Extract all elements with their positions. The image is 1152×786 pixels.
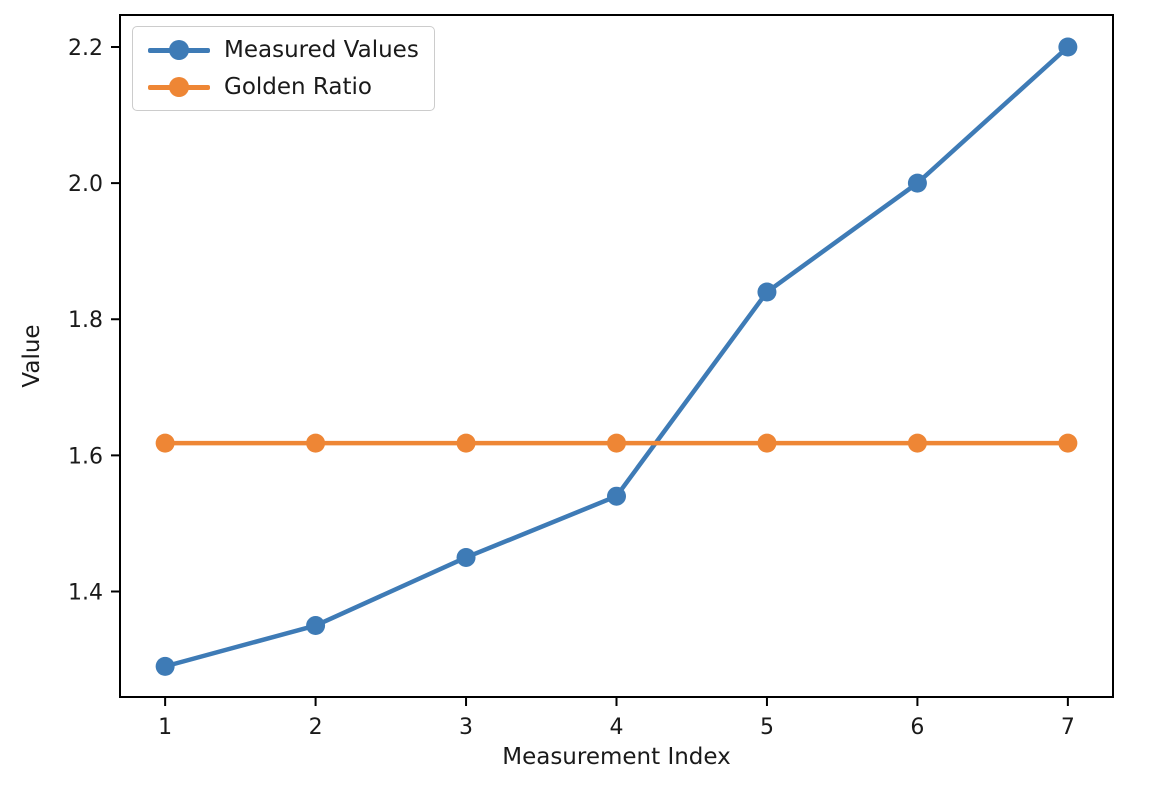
legend-marker-dot-icon [169, 40, 189, 60]
x-tick-label: 6 [910, 715, 924, 740]
legend: Measured Values Golden Ratio [132, 26, 435, 111]
legend-marker-dot-icon [169, 77, 189, 97]
x-tick-label: 7 [1061, 715, 1075, 740]
y-axis-label: Value [19, 324, 45, 388]
data-point-marker [155, 433, 175, 453]
axes-frame [119, 14, 1114, 698]
data-point-marker [607, 486, 626, 506]
y-tick-label: 1.4 [68, 581, 103, 606]
data-point-marker [1058, 37, 1078, 57]
data-point-marker [757, 282, 777, 302]
data-point-marker [155, 656, 175, 676]
data-point-marker [607, 433, 626, 453]
data-point-marker [907, 173, 927, 193]
x-tick-label: 3 [459, 715, 473, 740]
data-point-marker [456, 433, 476, 453]
data-point-marker [757, 433, 777, 453]
x-tick-label: 5 [760, 715, 774, 740]
data-point-marker [306, 433, 326, 453]
data-point-marker [1058, 433, 1078, 453]
x-tick-label: 2 [309, 715, 323, 740]
x-tick-label: 4 [610, 715, 624, 740]
legend-label: Golden Ratio [224, 74, 372, 100]
data-point-marker [306, 616, 326, 636]
y-tick-label: 1.6 [68, 444, 103, 469]
data-point-marker [456, 547, 476, 567]
legend-label: Measured Values [224, 37, 419, 63]
legend-item: Golden Ratio [148, 73, 419, 101]
y-tick-label: 2.0 [68, 172, 103, 197]
series-line-0 [162, 44, 1071, 669]
x-axis-label: Measurement Index [502, 744, 731, 770]
y-tick-label: 2.2 [68, 36, 103, 61]
data-point-marker [907, 433, 927, 453]
x-tick-label: 1 [158, 715, 172, 740]
legend-line-marker-icon [148, 77, 210, 97]
legend-line-marker-icon [148, 40, 210, 60]
legend-item: Measured Values [148, 36, 419, 64]
y-tick-label: 1.8 [68, 308, 103, 333]
